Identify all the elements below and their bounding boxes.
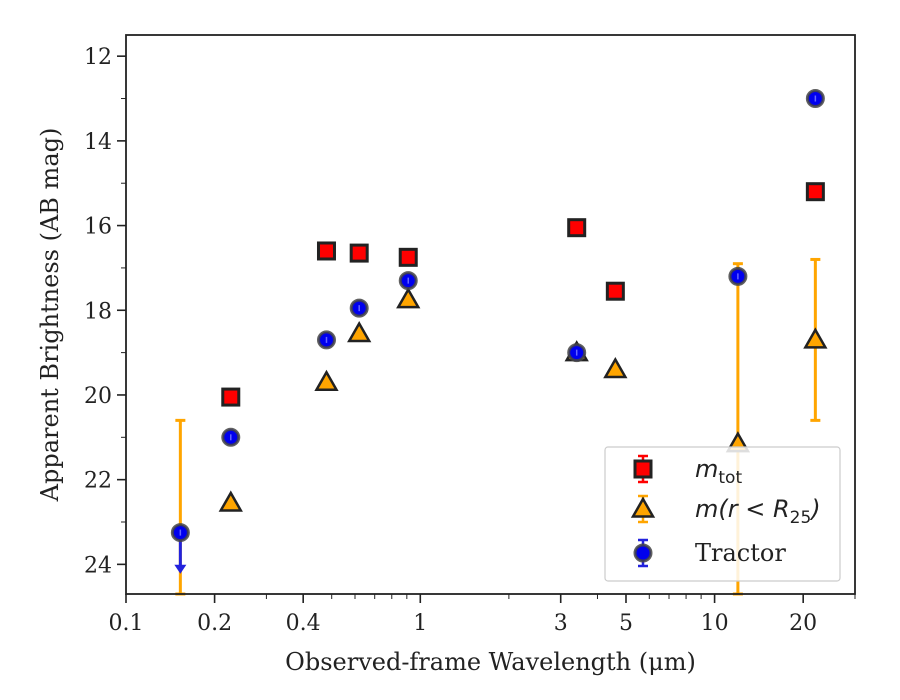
data-point (349, 243, 369, 263)
data-point (567, 218, 587, 238)
data-point (218, 490, 243, 512)
data-marks (170, 89, 828, 596)
legend-marker-square (633, 459, 653, 479)
plot-frame (125, 34, 856, 595)
x-tick-label: 5 (619, 611, 633, 636)
x-axis-label: Observed-frame Wavelength (μm) (285, 648, 696, 676)
x-tick-label: 10 (701, 611, 729, 636)
x-tick-label: 0.2 (197, 611, 232, 636)
x-tick-label: 0.1 (109, 611, 144, 636)
y-tick-label: 14 (84, 130, 112, 155)
data-point (803, 327, 828, 349)
y-axis: 12 14 16 18 20 22 24 (84, 45, 126, 578)
y-tick-label: 24 (84, 553, 112, 578)
x-axis: 0.1 0.2 0.4 1 3 5 10 20 (109, 594, 856, 636)
data-point (805, 182, 825, 202)
x-tick-label: 3 (554, 611, 568, 636)
legend-box (604, 446, 841, 582)
data-point (316, 241, 336, 261)
y-tick-label: 12 (84, 45, 112, 70)
data-point (314, 369, 339, 392)
data-point (605, 281, 625, 301)
y-tick-label: 18 (84, 299, 112, 324)
data-point (396, 287, 421, 309)
series-square (221, 182, 825, 407)
y-axis-label: Apparent Brightness (AB mag) (36, 128, 64, 503)
legend-marker-circle (633, 543, 653, 563)
data-point (347, 321, 372, 343)
x-tick-label: 0.4 (286, 611, 321, 636)
data-point (221, 387, 241, 407)
data-point (603, 357, 628, 379)
y-tick-label: 20 (84, 384, 112, 409)
upper-limit-arrow (174, 564, 187, 574)
series-circle (170, 89, 825, 574)
x-tick-label: 20 (789, 611, 817, 636)
data-point (398, 247, 418, 267)
y-tick-label: 16 (84, 215, 112, 240)
y-tick-label: 22 (84, 469, 112, 494)
legend-label: Tractor (695, 539, 786, 567)
legend-marker-triangle (630, 496, 656, 518)
x-tick-label: 1 (413, 611, 427, 636)
